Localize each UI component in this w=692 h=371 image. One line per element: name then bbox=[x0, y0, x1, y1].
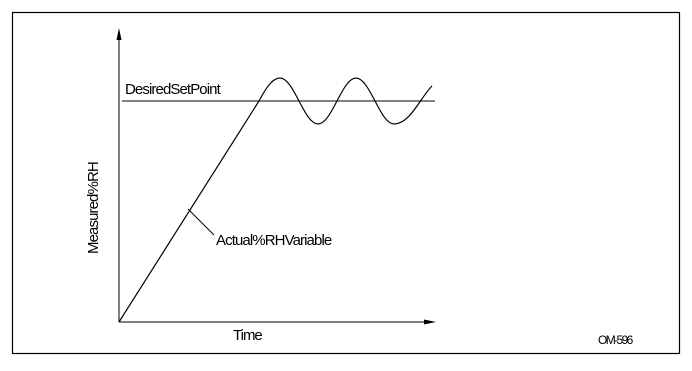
x-axis-label: Time bbox=[233, 327, 262, 344]
x-axis-arrowhead bbox=[424, 319, 436, 325]
setpoint-label: DesiredSetPoint bbox=[125, 81, 222, 98]
figure-code-label: OM-596 bbox=[598, 333, 634, 347]
diagram-border bbox=[11, 11, 681, 355]
variable-leader-line bbox=[187, 208, 215, 236]
actual-rh-curve bbox=[118, 77, 433, 323]
y-axis-label: Measured%RH bbox=[85, 162, 102, 254]
variable-label: Actual%RHVariable bbox=[216, 232, 332, 249]
y-axis-arrowhead bbox=[116, 28, 122, 40]
